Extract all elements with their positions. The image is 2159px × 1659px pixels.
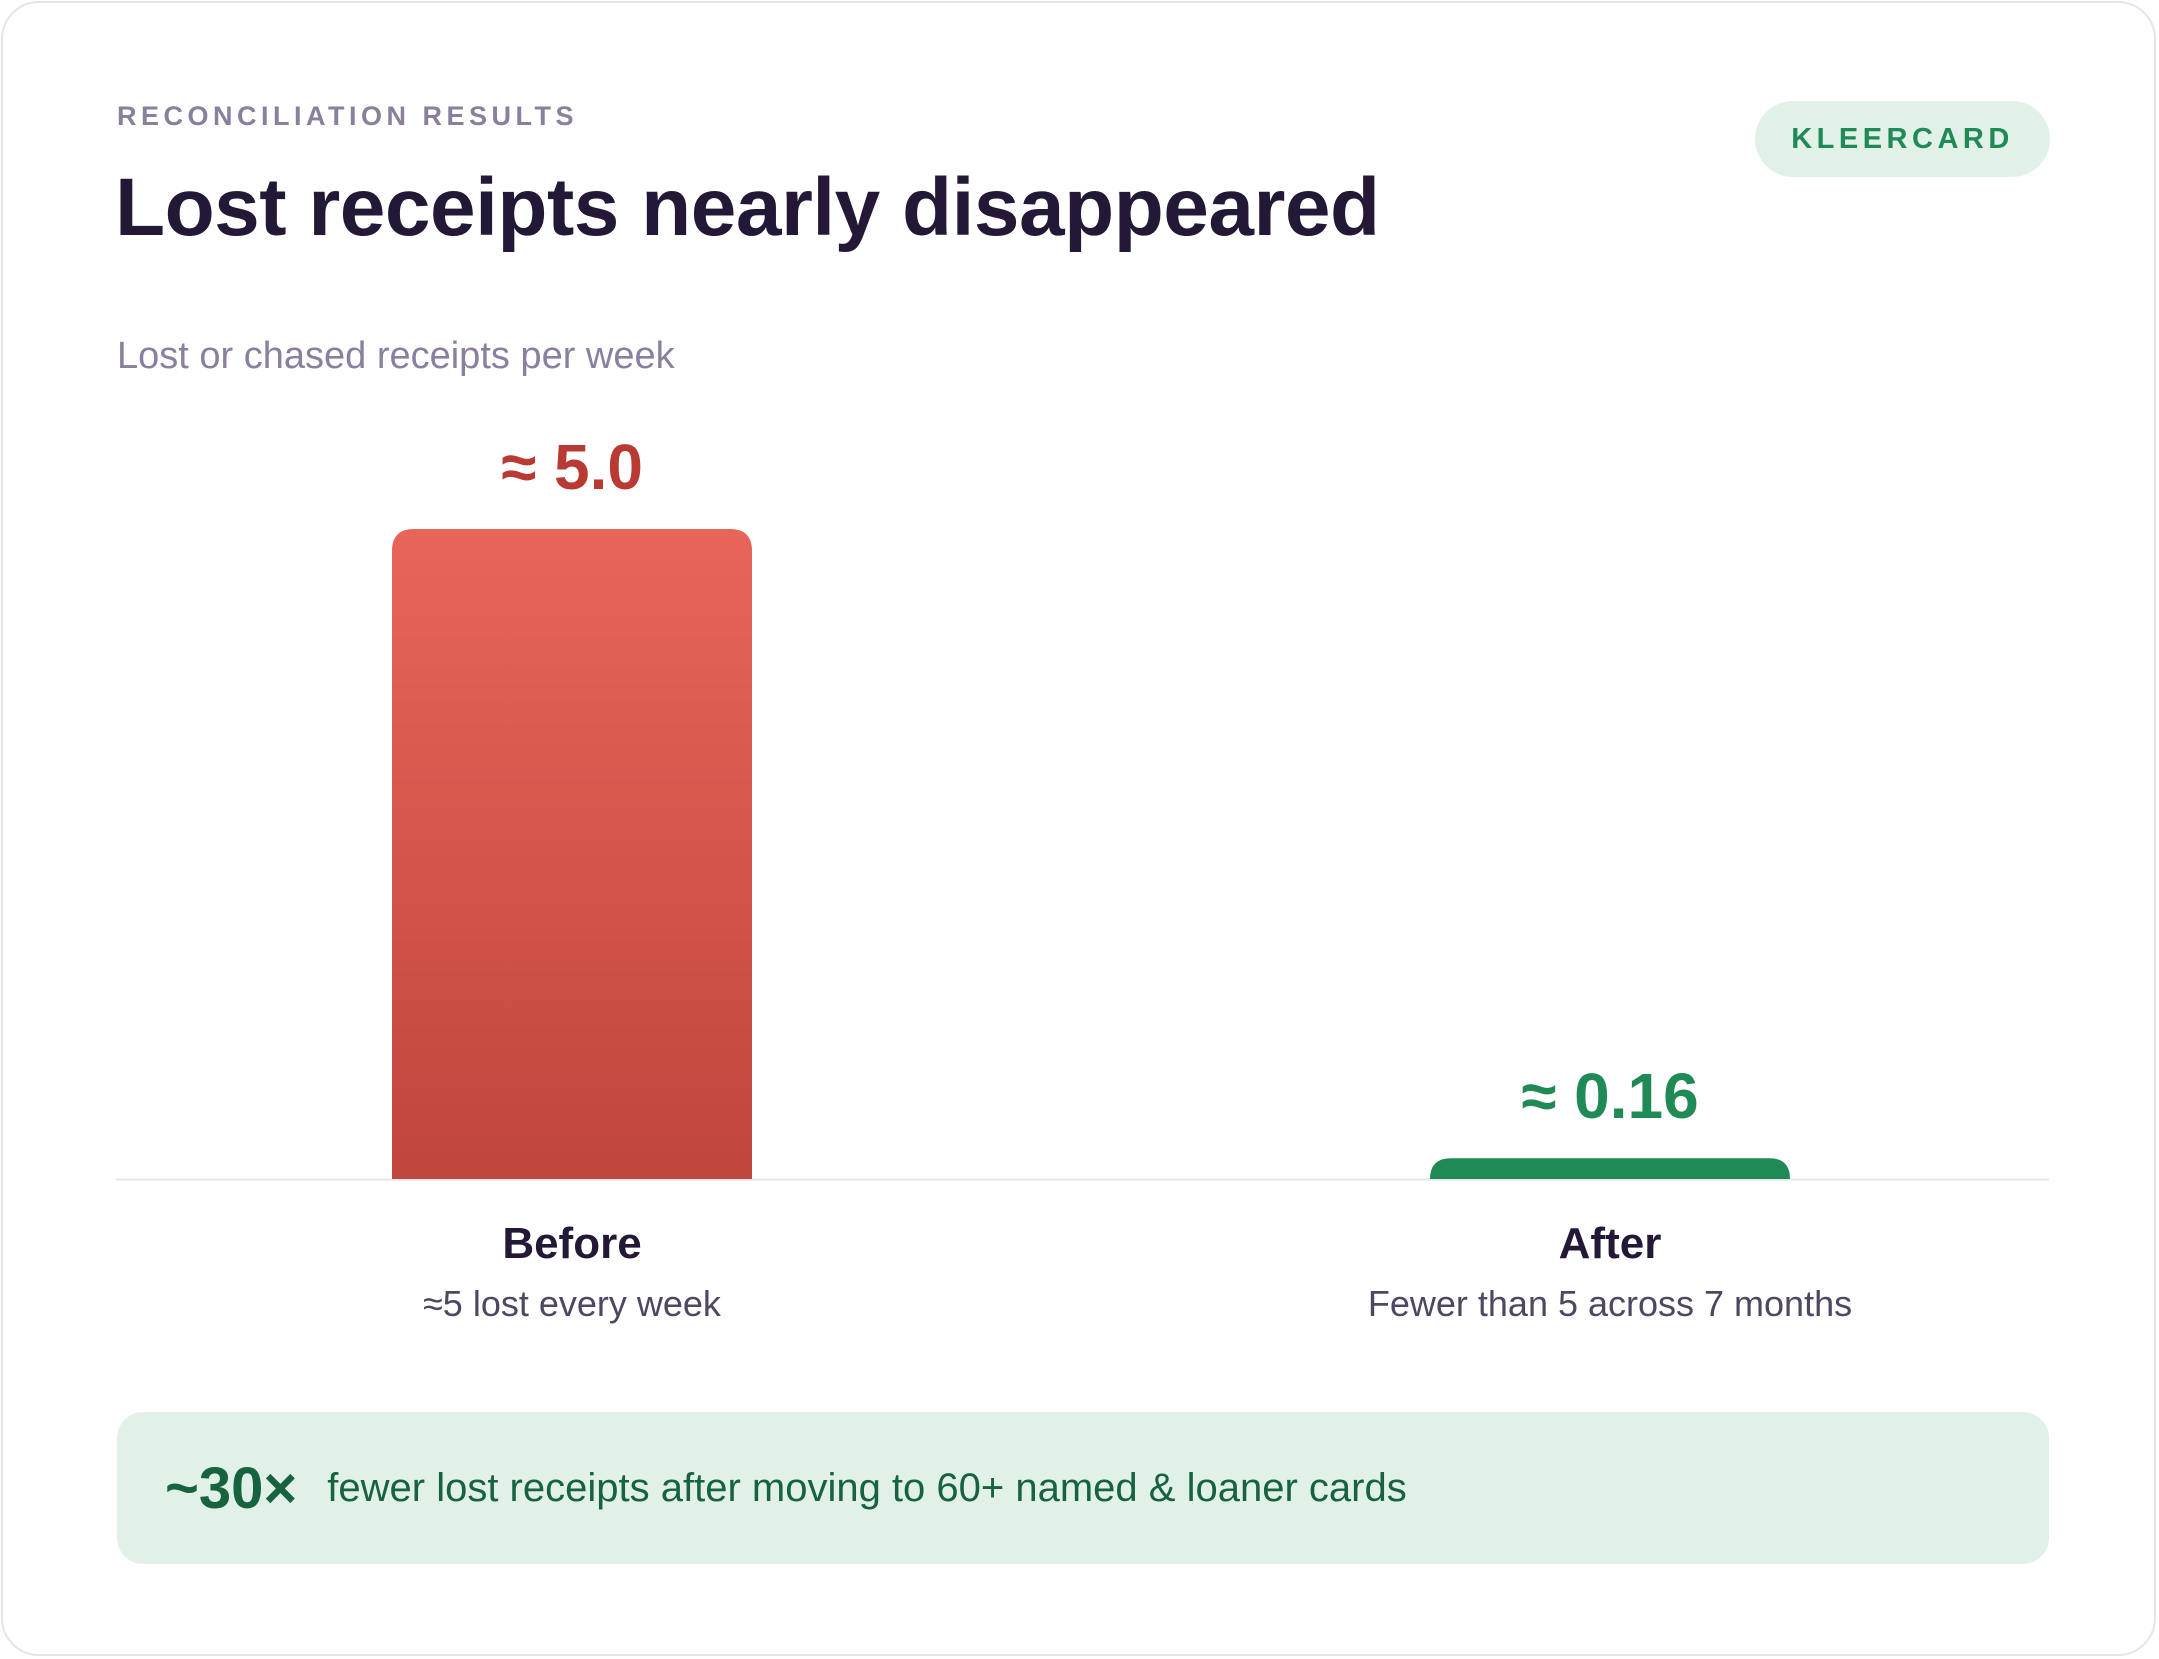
callout-text: fewer lost receipts after moving to 60+ … (327, 1465, 1407, 1510)
value-label-before: ≈ 5.0 (501, 431, 643, 503)
eyebrow-label: RECONCILIATION RESULTS (117, 101, 578, 131)
bar-chart: ≈ 5.0 ≈ 0.16 (116, 431, 2049, 1181)
category-note-after: Fewer than 5 across 7 months (1367, 1283, 1853, 1324)
summary-callout: ~30× fewer lost receipts after moving to… (117, 1412, 2049, 1564)
category-label-after: After (1558, 1219, 1662, 1268)
category-note-before: ≈5 lost every week (423, 1283, 721, 1324)
category-label-before: Before (502, 1219, 642, 1268)
page-title: Lost receipts nearly disappeared (115, 162, 1380, 253)
chart-subtitle: Lost or chased receipts per week (117, 335, 675, 377)
bar-after (1430, 1158, 1790, 1179)
brand-badge: KLEERCARD (1755, 101, 2050, 177)
value-label-after: ≈ 0.16 (1521, 1060, 1698, 1132)
callout-highlight: ~30× (165, 1455, 298, 1521)
bar-before (392, 529, 752, 1179)
